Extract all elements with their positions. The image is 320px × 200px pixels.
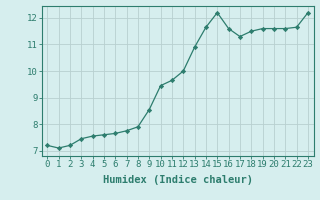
X-axis label: Humidex (Indice chaleur): Humidex (Indice chaleur) xyxy=(103,175,252,185)
